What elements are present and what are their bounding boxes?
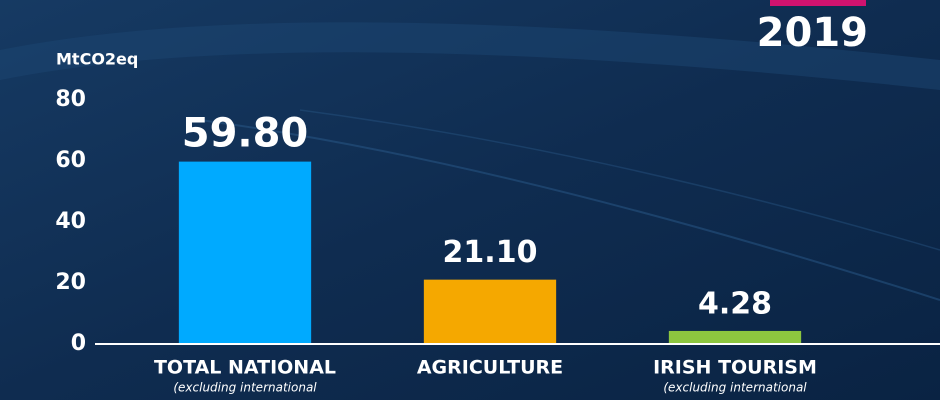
y-tick-label: 20: [55, 270, 86, 295]
category-note: (excluding international: [173, 381, 317, 395]
y-tick-label: 40: [55, 209, 86, 234]
category-note: (excluding international: [663, 381, 807, 395]
swoosh: [299, 109, 940, 251]
value-label: 21.10: [443, 235, 538, 270]
x-tick-label: IRISH TOURISM: [653, 357, 817, 379]
bar: [423, 279, 557, 344]
x-tick-label: TOTAL NATIONAL: [154, 357, 336, 379]
y-tick-label: 80: [55, 87, 86, 112]
swoosh: [0, 22, 940, 90]
y-tick-label: 0: [71, 331, 86, 356]
year-accent: [770, 0, 866, 6]
value-label: 59.80: [182, 111, 309, 157]
x-tick-label: AGRICULTURE: [417, 357, 563, 379]
y-axis-label: MtCO2eq: [56, 50, 138, 69]
y-tick-label: 60: [55, 148, 86, 173]
bar: [668, 330, 802, 344]
year: 2019: [757, 10, 868, 56]
value-label: 4.28: [698, 286, 772, 321]
swoosh: [199, 119, 940, 301]
bar: [178, 161, 312, 344]
